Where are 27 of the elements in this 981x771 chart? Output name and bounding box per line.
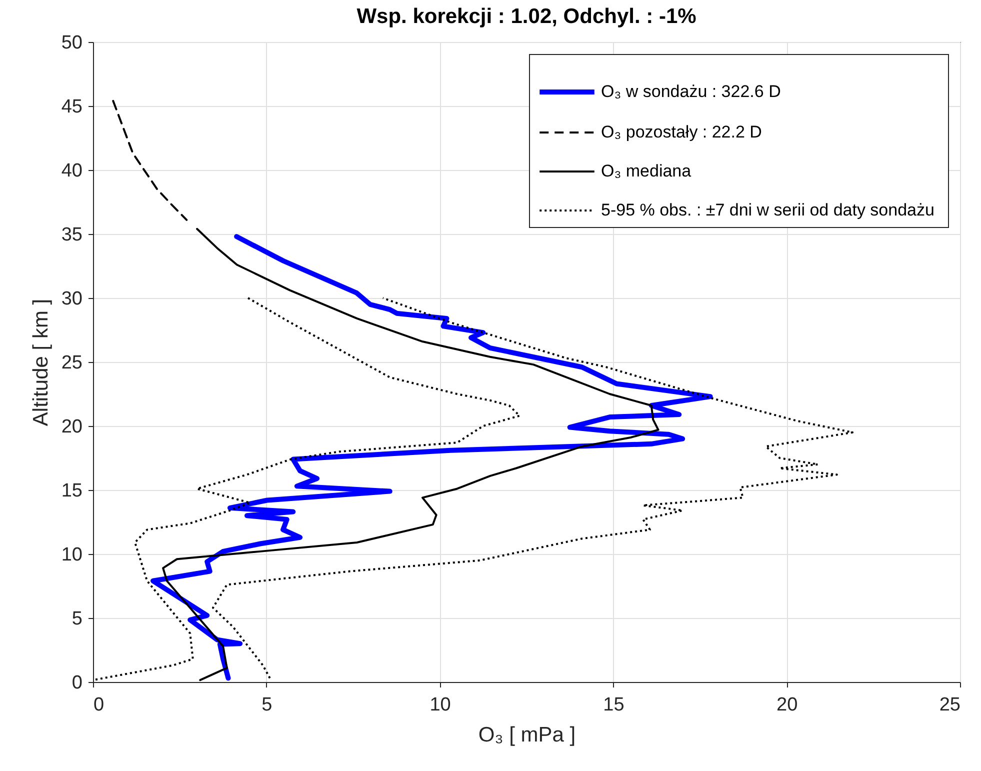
y-tick-label: 15 [61,480,82,502]
legend-label: 5-95 % obs. : ±7 dni w serii od daty sondażu [601,200,934,220]
y-tick-label: 10 [61,544,82,566]
y-axis-title: Altitude [ km ] [29,298,52,426]
line-series [112,100,188,221]
y-tick-label: 40 [61,160,82,182]
x-tick-label: 20 [776,694,798,716]
x-tick-label: 0 [94,694,104,716]
y-tick-label: 30 [61,288,82,310]
x-tick-label: 25 [939,694,960,716]
y-tick-label: 20 [61,416,82,438]
x-axis-title: O₃ [ mPa ] [478,724,576,746]
y-tick-label: 45 [61,96,82,118]
legend-label: O₃ w sondażu : 322.6 D [601,82,781,101]
y-tick-label: 50 [61,32,82,54]
line-series [93,297,521,682]
x-tick-label: 10 [430,694,451,716]
chart-title: Wsp. korekcji : 1.02, Odchyl. : -1% [356,5,697,28]
y-tick-label: 0 [72,672,82,694]
y-tick-label: 35 [61,224,82,246]
y-tick-label: 5 [72,608,82,630]
y-tick-label: 25 [61,352,82,374]
legend-label: O₃ pozostały : 22.2 D [601,122,762,142]
legend-label: O₃ mediana [601,162,692,180]
x-tick-label: 15 [603,694,624,716]
line-series [212,297,854,680]
x-tick-label: 5 [262,694,272,716]
